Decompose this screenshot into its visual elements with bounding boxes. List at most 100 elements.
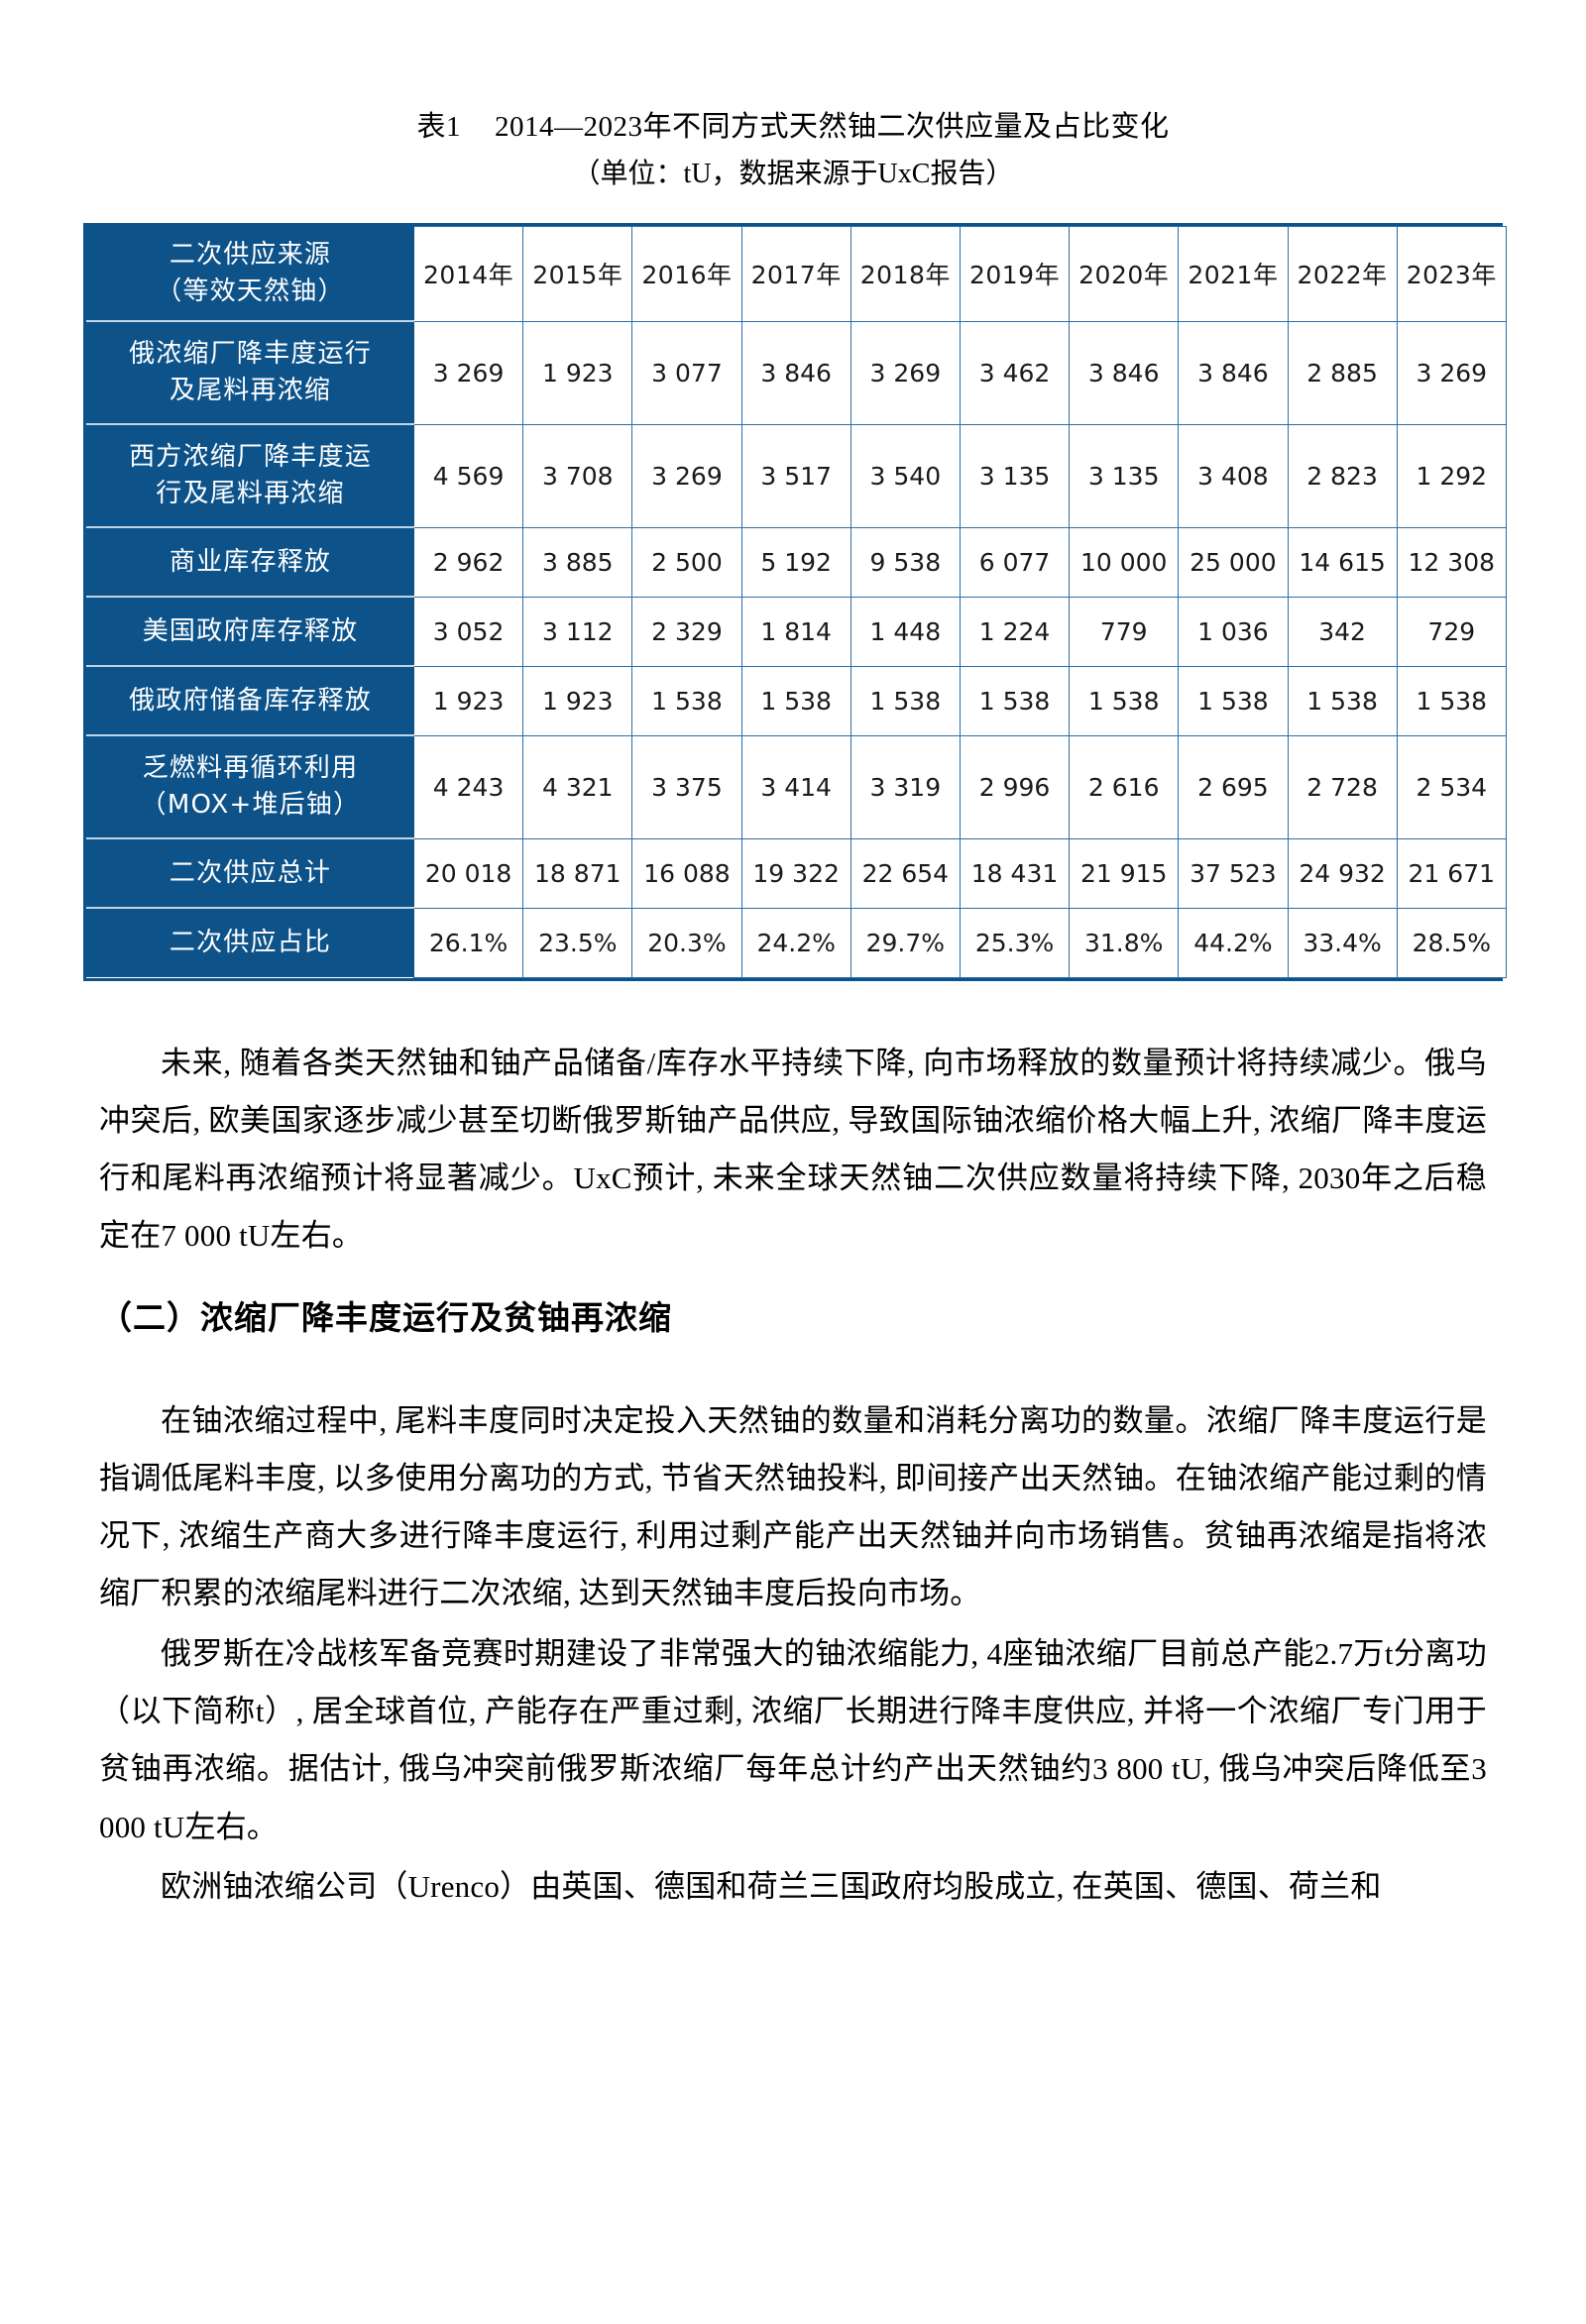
cell: 779 (1069, 596, 1180, 667)
table-row: 乏燃料再循环利用 （MOX+堆后铀） 4 243 4 321 3 375 3 4… (86, 734, 1507, 840)
data-table-container: 二次供应来源 （等效天然铀） 2014年 2015年 2016年 2017年 2… (83, 222, 1507, 981)
cell: 5 192 (740, 526, 851, 598)
cell: 10 000 (1069, 526, 1180, 598)
cell: 2 695 (1178, 734, 1289, 839)
cell: 4 569 (412, 423, 524, 528)
cell: 37 523 (1178, 837, 1289, 909)
cell: 3 269 (850, 320, 961, 425)
cell: 3 077 (631, 320, 742, 425)
row-label-line1: 二次供应总计 (169, 857, 332, 888)
table-row: 俄浓缩厂降丰度运行 及尾料再浓缩 3 269 1 923 3 077 3 846… (86, 320, 1507, 426)
cell: 18 871 (522, 837, 633, 909)
cell: 3 135 (959, 423, 1071, 528)
cell: 1 923 (522, 320, 633, 425)
cell: 3 540 (850, 423, 961, 528)
cell: 3 517 (740, 423, 851, 528)
row-label-us-gov-inventory: 美国政府库存释放 (86, 597, 414, 668)
row-label-line2: 行及尾料再浓缩 (156, 479, 345, 509)
cell: 20 018 (412, 837, 524, 909)
cell: 25 000 (1178, 526, 1289, 598)
cell: 2 329 (631, 596, 742, 667)
body-paragraph-4: 欧洲铀浓缩公司（Urenco）由英国、德国和荷兰三国政府均股成立, 在英国、德国… (161, 1868, 1382, 1904)
cell: 1 448 (850, 596, 961, 667)
cell: 3 846 (740, 320, 851, 425)
cell: 342 (1287, 596, 1398, 667)
column-header-2015: 2015年 (522, 225, 633, 322)
cell: 18 431 (959, 837, 1071, 909)
cell: 2 534 (1396, 734, 1507, 839)
cell: 24 932 (1287, 837, 1398, 909)
cell: 23.5% (522, 907, 633, 978)
column-header-2022: 2022年 (1287, 225, 1398, 322)
cell: 1 923 (412, 665, 524, 736)
column-header-2014: 2014年 (412, 225, 524, 322)
cell: 6 077 (959, 526, 1071, 598)
caption-title-line: 表1 2014—2023年不同方式天然铀二次供应量及占比变化 (0, 107, 1586, 148)
column-header-2016: 2016年 (631, 225, 742, 322)
row-label-russian-underfeed: 俄浓缩厂降丰度运行 及尾料再浓缩 (86, 321, 414, 426)
cell: 14 615 (1287, 526, 1398, 598)
cell: 16 088 (631, 837, 742, 909)
column-header-2023: 2023年 (1396, 225, 1507, 322)
cell: 3 112 (522, 596, 633, 667)
column-header-2019: 2019年 (959, 225, 1071, 322)
cell: 19 322 (740, 837, 851, 909)
cell: 3 408 (1178, 423, 1289, 528)
row-label-line2: （MOX+堆后铀） (140, 790, 361, 821)
cell: 2 885 (1287, 320, 1398, 425)
cell: 3 846 (1178, 320, 1289, 425)
row-label-commercial-inventory: 商业库存释放 (86, 527, 414, 599)
cell: 2 500 (631, 526, 742, 598)
cell: 3 885 (522, 526, 633, 598)
secondary-supply-table: 二次供应来源 （等效天然铀） 2014年 2015年 2016年 2017年 2… (86, 225, 1507, 978)
table-row: 西方浓缩厂降丰度运 行及尾料再浓缩 4 569 3 708 3 269 3 51… (86, 423, 1507, 529)
cell: 2 996 (959, 734, 1071, 839)
cell: 1 814 (740, 596, 851, 667)
cell: 729 (1396, 596, 1507, 667)
column-header-2018: 2018年 (850, 225, 961, 322)
table-row: 俄政府储备库存释放 1 923 1 923 1 538 1 538 1 538 … (86, 665, 1507, 737)
cell: 20.3% (631, 907, 742, 978)
cell: 33.4% (1287, 907, 1398, 978)
row-label-line1: 二次供应占比 (169, 928, 332, 958)
body-paragraph-1-container: 未来, 随着各类天然铀和铀产品储备/库存水平持续下降, 向市场释放的数量预计将持… (99, 1035, 1487, 1266)
body-paragraph-2: 在铀浓缩过程中, 尾料丰度同时决定投入天然铀的数量和消耗分离功的数量。浓缩厂降丰… (99, 1402, 1487, 1611)
row-label-line1: 商业库存释放 (169, 546, 332, 577)
cell: 9 538 (850, 526, 961, 598)
section-heading: （二）浓缩厂降丰度运行及贫铀再浓缩 (99, 1297, 672, 1337)
cell: 3 052 (412, 596, 524, 667)
row-label-line1: 俄政府储备库存释放 (129, 685, 372, 716)
cell: 4 321 (522, 734, 633, 839)
body-paragraph-1: 未来, 随着各类天然铀和铀产品储备/库存水平持续下降, 向市场释放的数量预计将持… (99, 1045, 1487, 1254)
table-number: 表1 (416, 111, 461, 143)
cell: 4 243 (412, 734, 524, 839)
cell: 1 538 (1069, 665, 1180, 736)
cell: 21 671 (1396, 837, 1507, 909)
row-label-spent-fuel-recycle: 乏燃料再循环利用 （MOX+堆后铀） (86, 735, 414, 840)
table-header-row: 二次供应来源 （等效天然铀） 2014年 2015年 2016年 2017年 2… (86, 225, 1507, 323)
cell: 3 414 (740, 734, 851, 839)
column-header-2021: 2021年 (1178, 225, 1289, 322)
body-paragraph-3: 俄罗斯在冷战核军备竞赛时期建设了非常强大的铀浓缩能力, 4座铀浓缩厂目前总产能2… (99, 1635, 1487, 1844)
cell: 3 375 (631, 734, 742, 839)
row-label-russian-gov-reserve: 俄政府储备库存释放 (86, 666, 414, 737)
row-label-line2: 及尾料再浓缩 (169, 376, 332, 406)
cell: 1 538 (1287, 665, 1398, 736)
corner-header-line1: 二次供应来源 (169, 239, 332, 270)
row-label-line1: 乏燃料再循环利用 (142, 753, 359, 784)
cell: 3 135 (1069, 423, 1180, 528)
cell: 26.1% (412, 907, 524, 978)
cell: 21 915 (1069, 837, 1180, 909)
row-label-line1: 俄浓缩厂降丰度运行 (129, 339, 372, 370)
cell: 3 462 (959, 320, 1071, 425)
cell: 3 269 (1396, 320, 1507, 425)
cell: 2 728 (1287, 734, 1398, 839)
document-page: 表1 2014—2023年不同方式天然铀二次供应量及占比变化 （单位：tU，数据来… (0, 107, 1586, 2324)
cell: 31.8% (1069, 907, 1180, 978)
cell: 2 616 (1069, 734, 1180, 839)
cell: 1 036 (1178, 596, 1289, 667)
cell: 44.2% (1178, 907, 1289, 978)
table-row: 美国政府库存释放 3 052 3 112 2 329 1 814 1 448 1… (86, 596, 1507, 668)
cell: 3 269 (412, 320, 524, 425)
cell: 1 224 (959, 596, 1071, 667)
